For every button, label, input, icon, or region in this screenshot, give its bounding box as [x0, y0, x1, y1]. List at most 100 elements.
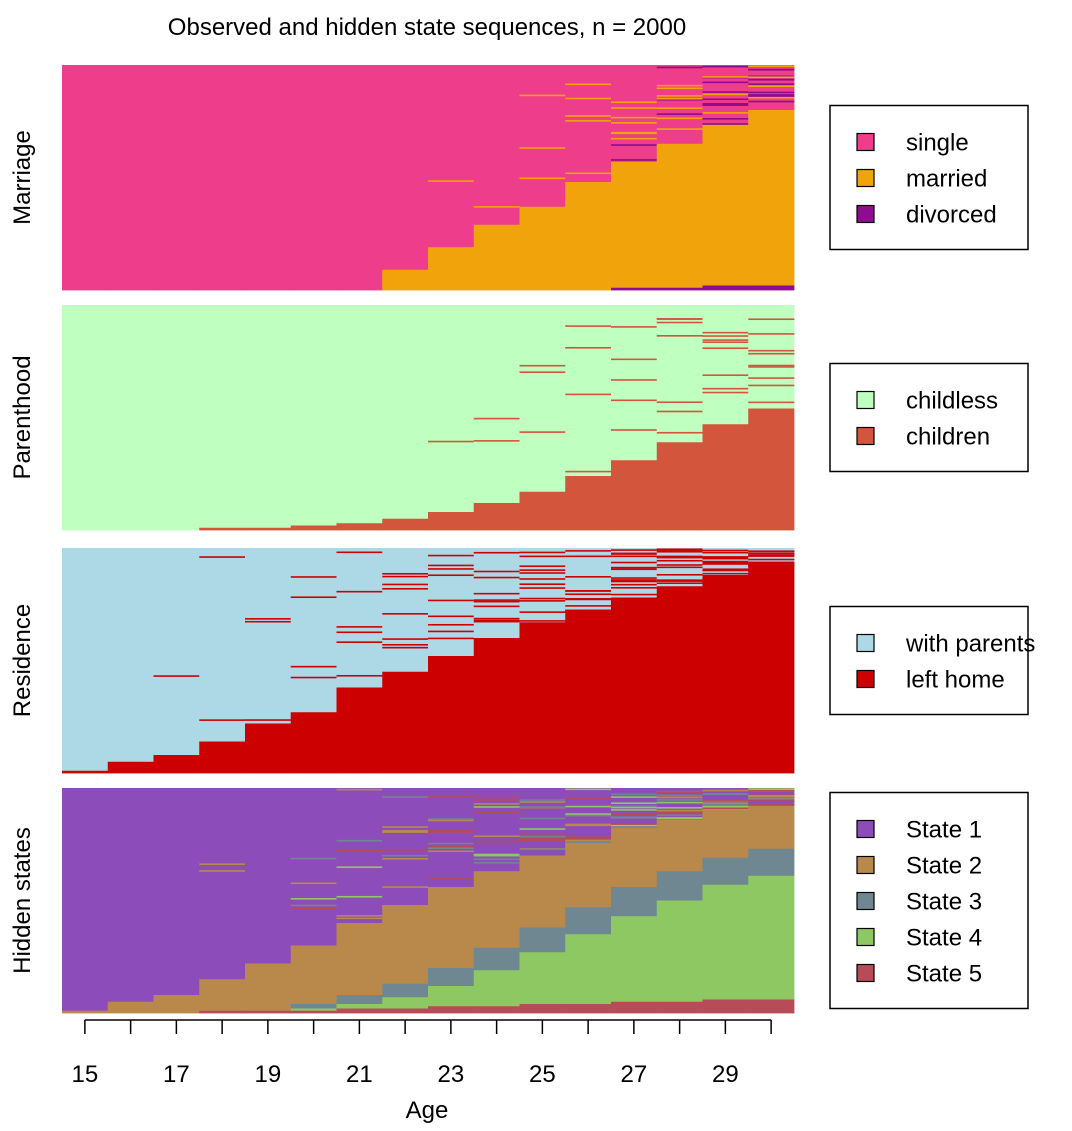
cell-residence-22-with-parents [382, 548, 429, 673]
streak-marriage [656, 84, 703, 87]
streak-residence [565, 550, 612, 552]
streak-residence [611, 577, 658, 579]
streak-hidden-states [611, 809, 658, 811]
cell-marriage-21-single [336, 65, 383, 291]
streak-parenthood [428, 440, 475, 443]
cell-residence-20-with-parents [290, 548, 337, 713]
streak-marriage [611, 107, 658, 109]
legend-swatch-left-home [856, 669, 875, 689]
streak-residence [702, 551, 749, 554]
streak-hidden-states [656, 817, 703, 820]
cell-residence-30-left-home [748, 566, 795, 774]
legend-label-with-parents: with parents [905, 631, 1035, 658]
streak-residence [656, 582, 703, 585]
x-tick-label-23: 23 [438, 1061, 465, 1088]
cell-parenthood-19-childless [245, 305, 292, 529]
cell-marriage-19-single [245, 65, 292, 291]
streak-residence [611, 579, 658, 581]
streak-parenthood [748, 318, 795, 321]
streak-hidden-states [611, 816, 658, 818]
streak-parenthood [565, 470, 612, 473]
streak-hidden-states [656, 796, 703, 799]
streak-residence [199, 556, 246, 558]
streak-hidden-states [702, 805, 749, 808]
streak-hidden-states [382, 850, 429, 853]
streak-hidden-states [565, 837, 612, 840]
streak-residence [245, 719, 292, 721]
cell-hidden-states-27-state-5 [611, 1001, 658, 1014]
streak-marriage [702, 93, 749, 96]
cell-hidden-states-17-state-2 [153, 995, 200, 1014]
streak-residence [428, 568, 475, 570]
streak-marriage [611, 116, 658, 119]
streak-parenthood [611, 358, 658, 361]
legend-marriage: single married divorced [829, 104, 1029, 251]
streak-residence [336, 631, 383, 634]
cell-hidden-states-26-state-3 [565, 907, 612, 935]
cell-parenthood-16-childless [107, 305, 154, 531]
streak-parenthood [702, 331, 749, 334]
streak-hidden-states [519, 828, 566, 830]
cell-marriage-15-single [62, 65, 109, 291]
streak-hidden-states [748, 804, 795, 806]
cell-parenthood-22-children [382, 518, 429, 531]
cell-residence-17-with-parents [153, 548, 200, 756]
streak-hidden-states [473, 800, 520, 802]
streak-residence [611, 568, 658, 571]
x-axis: 15 17 19 21 23 25 27 29 [72, 1019, 772, 1088]
cell-hidden-states-25-state-3 [519, 927, 566, 953]
streak-hidden-states [611, 824, 658, 827]
streak-parenthood [748, 366, 795, 368]
streak-hidden-states [565, 823, 612, 826]
cell-hidden-states-22-state-1 [382, 788, 429, 906]
cell-hidden-states-23-state-2 [428, 887, 475, 969]
streak-marriage [748, 94, 795, 96]
streak-hidden-states [336, 788, 383, 791]
legend-residence: with parents left home [829, 605, 1035, 716]
streak-residence [336, 551, 383, 554]
streak-hidden-states [382, 830, 429, 832]
streak-hidden-states [290, 898, 337, 900]
streak-marriage [702, 98, 749, 101]
legend-swatch-married [856, 168, 875, 188]
cell-parenthood-30-children [748, 408, 795, 531]
streak-parenthood [519, 371, 566, 373]
cell-hidden-states-18-state-2 [199, 979, 246, 1012]
cell-hidden-states-21-state-4 [336, 1004, 383, 1009]
streak-residence [519, 583, 566, 585]
streak-hidden-states [519, 817, 566, 820]
legend-label-married: married [906, 166, 987, 193]
cell-hidden-states-23-state-5 [428, 1006, 475, 1014]
cell-residence-16-with-parents [107, 548, 154, 763]
streak-residence [565, 610, 612, 613]
streak-marriage [702, 104, 749, 106]
x-tick-label-19: 19 [255, 1061, 282, 1088]
streak-marriage [748, 75, 795, 78]
streak-residence [199, 719, 246, 721]
streak-residence [702, 563, 749, 565]
cell-residence-20-left-home [290, 712, 337, 774]
cell-residence-19-with-parents [245, 548, 292, 724]
streak-hidden-states [565, 836, 612, 838]
cell-parenthood-29-children [702, 424, 749, 531]
streak-parenthood [656, 335, 703, 337]
cell-marriage-28-single [656, 65, 703, 145]
streak-hidden-states [656, 809, 703, 812]
streak-residence [565, 593, 612, 596]
legend-swatch-single [856, 132, 875, 152]
x-tick-label-27: 27 [621, 1061, 648, 1088]
streak-residence [428, 574, 475, 577]
streak-parenthood [611, 326, 658, 328]
cell-parenthood-21-childless [336, 305, 383, 524]
streak-residence [565, 590, 612, 592]
streak-hidden-states [519, 838, 566, 840]
cell-parenthood-27-children [611, 460, 658, 531]
cell-residence-25-left-home [519, 622, 566, 774]
cell-parenthood-23-children [428, 512, 475, 531]
x-tick-label-21: 21 [346, 1061, 373, 1088]
streak-hidden-states [382, 796, 429, 798]
streak-hidden-states [290, 882, 337, 885]
cell-marriage-24-single [473, 65, 520, 226]
